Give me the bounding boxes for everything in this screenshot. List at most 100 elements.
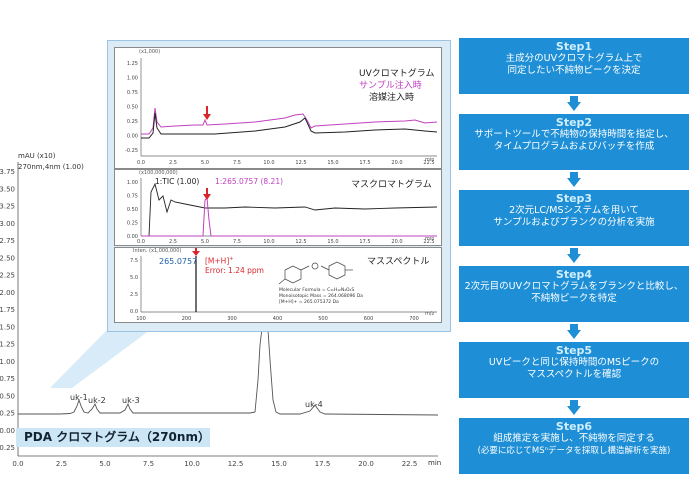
uv-xtick-label: 10.0 [263,160,274,166]
pda-ytick-label: 1.75 [0,306,15,314]
pda-ytick-label: 0.50 [0,392,15,400]
m-xticks-label: 12.5 [295,239,306,245]
spec-marker-arrow [192,248,200,256]
uv-legend-solvent: 溶媒注入時 [369,93,415,103]
uv-corner: (x1,000) [139,49,161,55]
spec-x-unit: m/z [425,311,435,317]
uv-ytick-label: 0.25 [127,119,138,125]
pda-y-channel: 270nm,4nm (1.00) [18,163,84,171]
pec-xticks-label: 100 [136,316,146,322]
peak-label-uk1: uk-1 [70,393,88,402]
uv-xtick-label: 12.5 [295,160,306,166]
m-yticks-label: 0.00 [127,234,138,240]
uv-xtick-label: 15.0 [327,160,338,166]
pda-ytick-label: 1.25 [0,341,15,349]
m-yticks-label: 1.00 [127,180,138,186]
pda-ytick-label: 0.75 [0,375,15,383]
mass-spectrum: 7.5 5.0 2.5 0.0 100 200 300 400 500 600 700 Inten.… [114,247,442,323]
pec-xticks-label: 700 [409,316,419,322]
uv-x-unit: min [425,157,435,163]
spec-title: マススペクトル [367,257,430,267]
uv-xtick-label: 20.0 [391,160,402,166]
pec-xticks-label: 200 [182,316,192,322]
uv-xtick-label: 7.5 [233,160,241,166]
peak-label-uk3: uk-3 [122,396,140,405]
spec-ion-label: [M+H]+ [205,256,234,266]
pda-ytick-label: -0.25 [0,444,15,452]
uv-xtick-label: 0.0 [137,160,145,166]
pda-ytick-label: 1.50 [0,323,15,331]
uv-solvent-trace [141,112,438,139]
pda-xtick-label: 17.5 [315,460,331,468]
pda-ytick-label: 3.25 [0,203,15,211]
step-4: Step4 2次元目のUVクロマトグラムをブランクと比較し、 不純物ピークを特定 [459,266,689,322]
m-xticks-label: 17.5 [359,239,370,245]
ms-marker-arrow [203,188,211,200]
uv-ytick-label: -0.25 [125,148,138,154]
m-xticks-label: 5.0 [201,239,209,245]
pda-ytick-label: 3.00 [0,220,15,228]
pec-xticks-label: 500 [318,316,328,322]
m-xticks-label: 15.0 [327,239,338,245]
step-arrow-5 [567,400,581,415]
uv-ytick-label: 1.25 [127,61,138,67]
pda-xtick-label: 12.5 [228,460,244,468]
pda-xtick-label: 22.5 [402,460,418,468]
step-arrow-3 [567,248,581,263]
spec-formula-block: Molecular Formula = C₁₁H₁₂N₄O₂S Monoisot… [279,288,363,305]
uv-marker-arrow [203,106,211,120]
ms-title: マスクロマトグラム [351,180,432,190]
pda-ytick-label: 3.50 [0,185,15,193]
structure-diagram [278,261,353,285]
pda-xtick-label: 0.0 [12,460,23,468]
ms-corner: (x100,000,000) [139,170,178,176]
step-1: Step1 主成分のUVクロマトグラム上で 同定したい不純物ピークを決定 [459,38,689,94]
uv-xtick-label: 5.0 [201,160,209,166]
m-xticks-label: 22.5 [423,239,434,245]
uv-xtick-label: 22.5 [423,160,434,166]
uv-chromatogram: 1.25 1.00 0.75 0.50 0.25 0.00 -0.25 0.0 2.5 5.0 7.… [114,47,442,169]
uv-ytick-label: 0.50 [127,105,138,111]
pec-yticks-label: 2.5 [130,292,138,298]
pda-xtick-label: 10.0 [184,460,200,468]
pda-ytick-label: 2.25 [0,272,15,280]
uv-ytick-label: 0.00 [127,134,138,140]
step-arrow-2 [567,172,581,187]
pda-trace [18,317,439,416]
pec-yticks-label: 7.5 [130,258,138,264]
m-xticks-label: 10.0 [263,239,274,245]
uv-ytick-label: 0.75 [127,90,138,96]
m-xticks-label: 7.5 [233,239,241,245]
ms-tic-label: 1:TIC (1.00) [155,177,200,186]
zoom-panel: 1.25 1.00 0.75 0.50 0.25 0.00 -0.25 0.0 2.5 5.0 7.… [107,40,451,332]
zoom-wedge [50,330,150,388]
pda-title-badge: PDA クロマトグラム（270nm） [16,428,210,447]
uv-legend-sample: サンプル注入時 [359,81,422,91]
step-3: Step3 2次元LC/MSシステムを用いて サンプルおよびブランクの分析を実施 [459,190,689,246]
pda-ytick-label: 2.75 [0,237,15,245]
ms-ion-label: 1:265.0757 (8.21) [215,177,284,186]
ms-x-unit: min [425,236,435,242]
uv-xtick-label: 17.5 [359,160,370,166]
step-arrow-4 [567,324,581,339]
ms-tic-trace [141,182,438,237]
step-5: Step5 UVピークと同じ保持時間のMSピークの マススペクトルを確認 [459,342,689,398]
pda-xtick-label: 7.5 [143,460,154,468]
pec-yticks-label: 0.0 [130,309,138,315]
mass-chromatogram: 1.00 0.75 0.50 0.25 0.00 0.0 2.5 5.0 7.5 10.0 12.5… [114,169,442,246]
spec-corner: Inten. (x1,000,000) [133,248,182,254]
uv-xtick-label: 2.5 [169,160,177,166]
step-2: Step2 サポートツールで不純物の保持時間を指定し、 タイムプログラムおよびバ… [459,114,689,170]
pda-xtick-label: 2.5 [56,460,67,468]
pec-xticks-label: 600 [364,316,374,322]
pda-x-unit: min [428,459,442,467]
pda-xtick-label: 15.0 [271,460,287,468]
pda-ytick-label: 1.00 [0,358,15,366]
m-xticks-label: 0.0 [137,239,145,245]
pda-xtick-label: 20.0 [358,460,374,468]
m-xticks-label: 20.0 [391,239,402,245]
spec-error-label: Error: 1.24 ppm [205,266,264,275]
pda-ytick-label: 0.25 [0,410,15,418]
pda-ytick-label: 2.50 [0,254,15,262]
